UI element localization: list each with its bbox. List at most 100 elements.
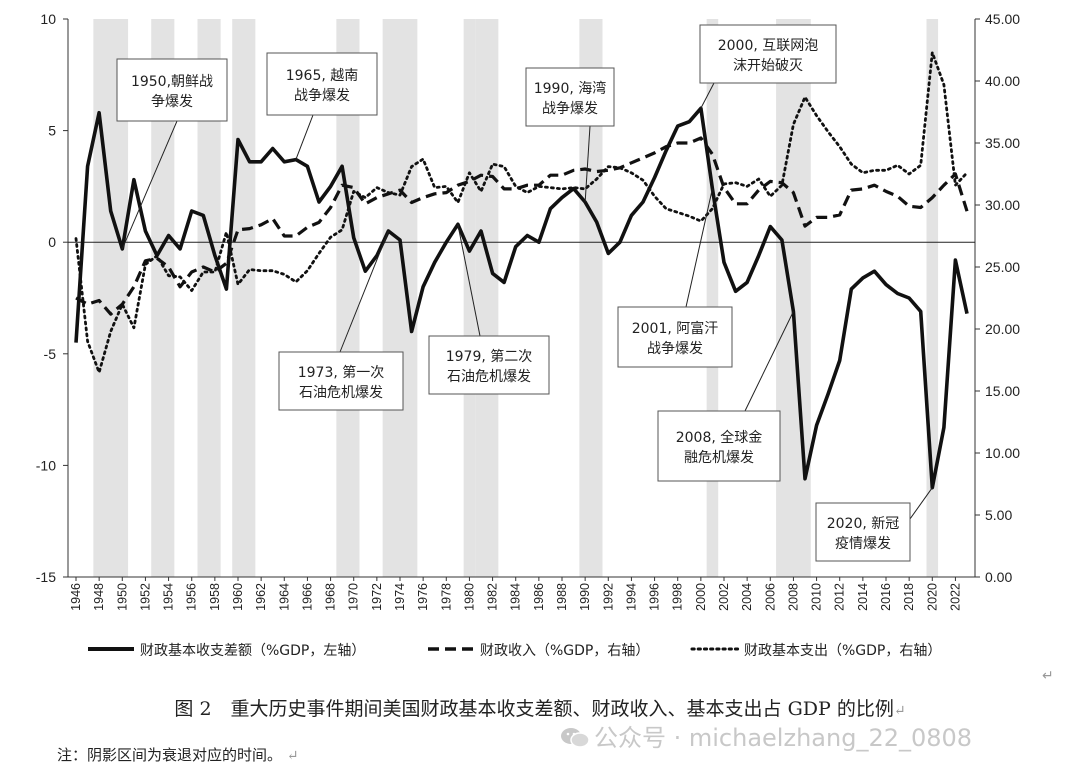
- figure-caption-text: 图 2 重大历史事件期间美国财政基本收支差额、财政收入、基本支出占 GDP 的比…: [174, 698, 894, 720]
- x-tick-label: 1954: [162, 583, 176, 611]
- annotation-line2: 战争爆发: [294, 88, 350, 104]
- annotation-line1: 2020, 新冠: [827, 516, 900, 532]
- x-tick-label: 1988: [555, 583, 569, 611]
- x-tick-label: 2008: [786, 583, 800, 611]
- wechat-icon: [561, 728, 590, 748]
- right-tick-label: 45.00: [985, 11, 1020, 27]
- x-tick-label: 1990: [578, 583, 592, 611]
- x-tick-label: 1948: [92, 583, 106, 611]
- x-tick-label: 2010: [810, 583, 824, 611]
- x-tick-label: 2022: [948, 583, 962, 611]
- annotation-line2: 疫情爆发: [835, 536, 891, 552]
- x-tick-label: 1950: [115, 583, 129, 611]
- figure-note: 注：阴影区间为衰退对应的时间。 ↵: [57, 744, 299, 765]
- annotation-line2: 石油危机爆发: [447, 369, 531, 385]
- x-tick-label: 1956: [185, 583, 199, 611]
- left-tick-label: 0: [48, 234, 56, 250]
- annotation-line2: 争爆发: [151, 94, 193, 110]
- right-tick-label: 35.00: [985, 135, 1020, 151]
- right-tick-label: 20.00: [985, 321, 1020, 337]
- right-tick-label: 5.00: [985, 507, 1012, 523]
- x-tick-label: 1958: [208, 583, 222, 611]
- x-tick-label: 1960: [231, 583, 245, 611]
- annotation-box: [657, 410, 781, 482]
- figure-note-text: 注：阴影区间为衰退对应的时间。: [57, 746, 283, 764]
- x-tick-label: 1972: [370, 583, 384, 611]
- balance-line: [74, 106, 969, 490]
- recession-band: [463, 19, 476, 577]
- x-tick-label: 2004: [740, 583, 754, 611]
- x-tick-label: 1994: [624, 583, 638, 611]
- revenue-line: [75, 136, 969, 316]
- left-tick-label: 10: [40, 11, 56, 27]
- x-tick-label: 1976: [416, 583, 430, 611]
- x-tick-label: 2014: [856, 583, 870, 611]
- annotation-line2: 战争爆发: [542, 101, 598, 117]
- recession-band: [336, 19, 360, 577]
- annotation-leader: [457, 224, 481, 337]
- annotation-line1: 1990, 海湾: [534, 80, 607, 97]
- recession-band: [151, 19, 175, 577]
- annotation-line2: 融危机爆发: [684, 450, 754, 466]
- recession-shading: [93, 19, 939, 577]
- x-tick-label: 2016: [879, 583, 893, 611]
- recession-band: [926, 19, 939, 577]
- annotation-leader: [584, 125, 591, 203]
- recession-band: [382, 19, 418, 577]
- watermark-text: 公众号 · michaelzhang_22_0808: [594, 724, 973, 752]
- annotation-line1: 1979, 第二次: [446, 348, 533, 365]
- x-tick-label: 1996: [648, 583, 662, 611]
- right-tick-label: 15.00: [985, 383, 1020, 399]
- series-lines: [74, 51, 969, 490]
- recession-band: [197, 19, 221, 577]
- x-tick-label: 2002: [717, 583, 731, 611]
- x-tick-label: 1978: [439, 583, 453, 611]
- annotation-box: [525, 67, 615, 127]
- annotation-leader: [339, 230, 389, 353]
- right-tick-label: 25.00: [985, 259, 1020, 275]
- caption-return-mark: ↵: [1042, 668, 1054, 684]
- x-tick-label: 1984: [509, 583, 523, 611]
- note-end-mark: ↵: [286, 748, 299, 764]
- legend: 财政基本收支差额（%GDP，左轴） 财政收入（%GDP，右轴） 财政基本支出（%…: [88, 642, 941, 659]
- x-tick-label: 2018: [902, 583, 916, 611]
- caption-end-mark: ↵: [893, 703, 906, 719]
- recession-band: [706, 19, 719, 577]
- x-tick-label: 1952: [138, 583, 152, 611]
- expenditure-line: [74, 51, 969, 374]
- x-tick-label: 1964: [277, 583, 291, 611]
- x-tick-label: 1966: [300, 583, 314, 611]
- recession-band: [776, 19, 811, 577]
- x-tick-label: 2000: [694, 583, 708, 611]
- x-tick-label: 1992: [601, 583, 615, 611]
- annotation-line2: 沫开始破灭: [733, 58, 803, 74]
- x-tick-label: 1962: [254, 583, 268, 611]
- left-tick-label: 5: [48, 123, 56, 139]
- x-tick-label: 1980: [462, 583, 476, 611]
- x-tick-label: 1946: [69, 583, 83, 611]
- legend-label-balance: 财政基本收支差额（%GDP，左轴）: [140, 642, 365, 659]
- axes: -15 -10 -5 0 5 10 0.00 5.00 10.00 15.00 20.00 25.00…: [36, 11, 1020, 611]
- right-tick-label: 30.00: [985, 197, 1020, 213]
- annotation-line1: 2000, 互联网泡: [718, 38, 819, 54]
- x-tick-label: 2020: [925, 583, 939, 611]
- annotation-leader: [121, 120, 178, 250]
- x-tick-label: 1998: [671, 583, 685, 611]
- annotation-line2: 石油危机爆发: [299, 385, 383, 401]
- watermark: 公众号 · michaelzhang_22_0808: [560, 718, 972, 753]
- annotation-box: [266, 52, 378, 116]
- legend-label-expenditure: 财政基本支出（%GDP，右轴）: [744, 642, 941, 659]
- annotation-box: [428, 335, 550, 395]
- annotation-line1: 2008, 全球金: [676, 429, 763, 446]
- annotation-box: [815, 502, 911, 562]
- annotation-box: [116, 58, 228, 122]
- x-tick-label: 1982: [486, 583, 500, 611]
- x-tick-label: 2012: [833, 583, 847, 611]
- annotation-line1: 1950,朝鲜战: [131, 74, 213, 90]
- left-tick-label: -15: [36, 569, 56, 585]
- right-tick-label: 10.00: [985, 445, 1020, 461]
- x-tick-label: 2006: [763, 583, 777, 611]
- recession-band: [232, 19, 256, 577]
- annotation-leader: [685, 188, 713, 308]
